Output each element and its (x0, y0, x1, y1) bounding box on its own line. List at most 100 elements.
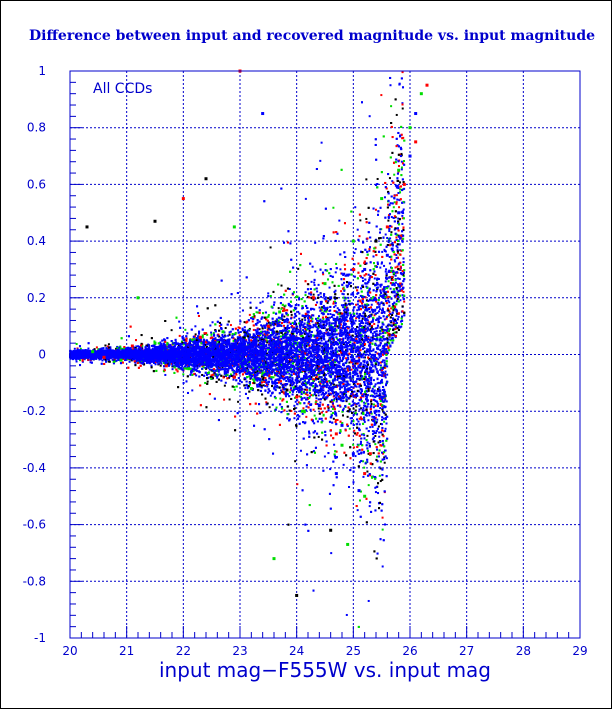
density-point (379, 336, 382, 339)
density-point (374, 383, 377, 386)
density-point (315, 354, 318, 357)
density-point (401, 240, 404, 243)
density-point (301, 318, 304, 321)
density-point (361, 276, 364, 279)
chart-title: Difference between input and recovered m… (29, 28, 595, 44)
density-point (152, 362, 155, 365)
density-point (307, 315, 310, 318)
density-point (365, 439, 368, 442)
density-point (314, 241, 317, 244)
density-point (115, 347, 118, 350)
density-point (79, 347, 82, 350)
density-point (224, 381, 227, 384)
density-point (374, 486, 377, 489)
density-point (348, 410, 351, 413)
density-point (128, 360, 131, 363)
density-point (310, 394, 313, 397)
density-point (265, 359, 268, 362)
density-point (332, 337, 335, 340)
density-point (369, 474, 372, 477)
density-point (228, 398, 231, 401)
density-point (344, 392, 347, 395)
density-point (303, 339, 306, 342)
density-point (291, 389, 294, 392)
density-point (336, 394, 339, 397)
density-point (382, 293, 385, 296)
density-point (329, 365, 332, 368)
density-point (323, 297, 326, 300)
density-point (376, 455, 379, 458)
density-point (402, 290, 405, 293)
density-point (248, 313, 251, 316)
density-point (329, 468, 332, 471)
density-point (397, 217, 400, 220)
density-point (368, 376, 371, 379)
density-point (401, 102, 404, 105)
density-point (395, 113, 398, 116)
density-point (381, 250, 384, 253)
density-point (392, 332, 395, 335)
density-point (141, 344, 144, 347)
density-point (370, 367, 373, 370)
density-point (341, 381, 344, 384)
density-point (326, 316, 329, 319)
density-point (277, 307, 280, 310)
density-point (194, 333, 197, 336)
density-point (245, 339, 248, 342)
density-point (306, 394, 309, 397)
density-point (350, 268, 353, 271)
density-point (392, 206, 395, 209)
density-point (397, 234, 400, 237)
density-point (382, 397, 385, 400)
density-point (396, 246, 399, 249)
density-point (164, 373, 167, 376)
density-point (356, 509, 359, 512)
density-point (191, 344, 194, 347)
density-point (209, 337, 212, 340)
density-point (313, 422, 316, 425)
density-point (218, 340, 221, 343)
density-point (322, 321, 325, 324)
density-point (310, 280, 313, 283)
density-point (262, 384, 265, 387)
density-point (371, 430, 374, 433)
density-point (375, 300, 378, 303)
density-point (269, 394, 272, 397)
density-point (282, 386, 285, 389)
grid-lines (70, 71, 580, 638)
density-point (352, 454, 355, 457)
density-point (287, 344, 290, 347)
density-point (353, 251, 356, 254)
density-point (368, 310, 371, 313)
density-point (279, 397, 282, 400)
density-point (267, 313, 270, 316)
density-point (232, 339, 235, 342)
density-point (294, 400, 297, 403)
density-point (351, 365, 354, 368)
density-point (380, 371, 383, 374)
density-point (322, 413, 325, 416)
density-point (349, 341, 352, 344)
density-point (401, 217, 404, 220)
density-point (330, 405, 333, 408)
density-point (178, 334, 181, 337)
density-point (348, 361, 351, 364)
density-point (271, 403, 274, 406)
density-point (395, 245, 398, 248)
density-point (363, 420, 366, 423)
density-point (402, 212, 405, 215)
density-point (354, 455, 357, 458)
density-point (307, 317, 310, 320)
density-point (320, 141, 323, 144)
density-point (223, 398, 226, 401)
density-point (327, 340, 330, 343)
density-point (234, 333, 237, 336)
density-point (367, 484, 370, 487)
density-point (194, 325, 197, 328)
density-point (249, 301, 252, 304)
density-point (262, 337, 265, 340)
density-point (244, 387, 247, 390)
density-point (331, 337, 334, 340)
density-point (393, 201, 396, 204)
density-point (379, 228, 382, 231)
